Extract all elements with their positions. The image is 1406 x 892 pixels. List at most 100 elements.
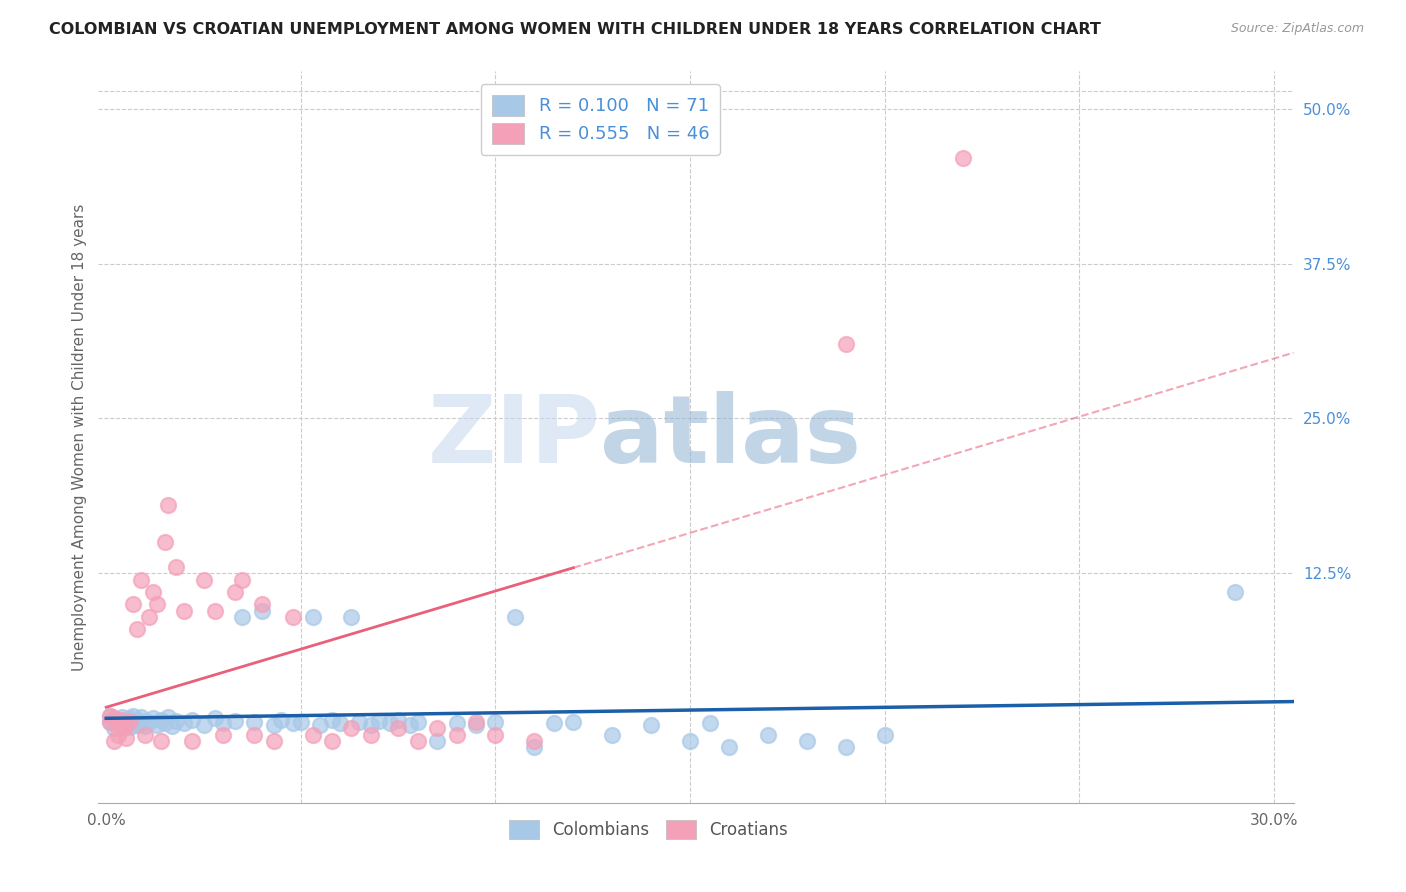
Point	[756, 728, 779, 742]
Point	[349, 715, 371, 730]
Point	[157, 498, 180, 512]
Point	[107, 728, 129, 742]
Point	[193, 717, 215, 731]
Point	[107, 713, 129, 727]
Point	[107, 716, 129, 731]
Point	[484, 715, 506, 730]
Text: atlas: atlas	[600, 391, 862, 483]
Point	[446, 716, 468, 731]
Point	[321, 713, 343, 727]
Point	[243, 715, 266, 730]
Point	[114, 714, 136, 728]
Point	[679, 734, 702, 748]
Point	[118, 711, 141, 725]
Point	[309, 717, 332, 731]
Point	[523, 739, 546, 754]
Point	[212, 716, 235, 731]
Point	[149, 734, 172, 748]
Point	[290, 715, 312, 730]
Point	[465, 717, 488, 731]
Point	[142, 711, 165, 725]
Point	[640, 717, 662, 731]
Point	[426, 722, 449, 736]
Point	[165, 560, 187, 574]
Point	[600, 728, 623, 742]
Point	[122, 709, 145, 723]
Point	[387, 722, 409, 736]
Point	[111, 717, 134, 731]
Point	[173, 604, 195, 618]
Point	[301, 610, 323, 624]
Text: Source: ZipAtlas.com: Source: ZipAtlas.com	[1230, 22, 1364, 36]
Point	[98, 715, 121, 730]
Point	[340, 722, 363, 736]
Point	[193, 573, 215, 587]
Point	[543, 716, 565, 731]
Point	[153, 535, 176, 549]
Point	[127, 713, 149, 727]
Point	[446, 728, 468, 742]
Point	[281, 716, 304, 731]
Point	[98, 715, 121, 730]
Point	[1223, 585, 1246, 599]
Point	[387, 713, 409, 727]
Point	[129, 573, 152, 587]
Point	[118, 720, 141, 734]
Point	[114, 717, 136, 731]
Point	[270, 713, 292, 727]
Point	[162, 719, 184, 733]
Point	[406, 734, 429, 748]
Point	[180, 734, 202, 748]
Point	[103, 722, 125, 736]
Point	[118, 714, 141, 728]
Point	[952, 151, 974, 165]
Point	[129, 710, 152, 724]
Point	[165, 714, 187, 728]
Point	[142, 585, 165, 599]
Point	[263, 734, 285, 748]
Point	[281, 610, 304, 624]
Point	[212, 728, 235, 742]
Point	[250, 604, 273, 618]
Point	[114, 731, 136, 746]
Point	[406, 715, 429, 730]
Point	[231, 573, 253, 587]
Point	[835, 337, 858, 351]
Point	[111, 710, 134, 724]
Point	[301, 728, 323, 742]
Point	[204, 711, 226, 725]
Point	[149, 713, 172, 727]
Point	[204, 604, 226, 618]
Point	[146, 717, 169, 731]
Point	[114, 719, 136, 733]
Point	[796, 734, 818, 748]
Point	[103, 711, 125, 725]
Y-axis label: Unemployment Among Women with Children Under 18 years: Unemployment Among Women with Children U…	[72, 203, 87, 671]
Point	[224, 585, 246, 599]
Point	[98, 709, 121, 723]
Point	[111, 713, 134, 727]
Point	[360, 728, 382, 742]
Point	[146, 598, 169, 612]
Point	[103, 711, 125, 725]
Point	[134, 728, 156, 742]
Point	[523, 734, 546, 748]
Point	[360, 717, 382, 731]
Point	[699, 716, 721, 731]
Point	[873, 728, 896, 742]
Point	[321, 734, 343, 748]
Point	[250, 598, 273, 612]
Point	[224, 714, 246, 728]
Point	[562, 715, 585, 730]
Point	[380, 716, 402, 731]
Point	[138, 715, 160, 730]
Point	[367, 714, 389, 728]
Point	[138, 610, 160, 624]
Point	[111, 722, 134, 736]
Point	[718, 739, 741, 754]
Point	[835, 739, 858, 754]
Point	[153, 716, 176, 731]
Point	[122, 598, 145, 612]
Point	[243, 728, 266, 742]
Point	[134, 714, 156, 728]
